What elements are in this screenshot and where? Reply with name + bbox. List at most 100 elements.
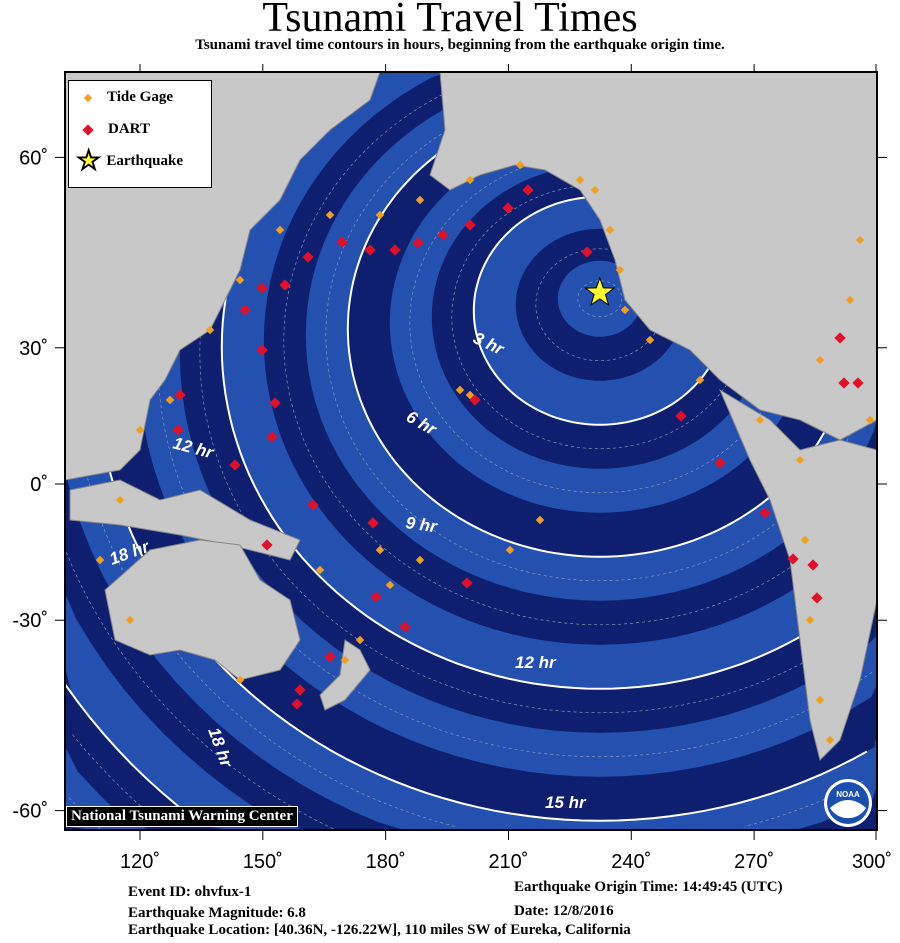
star-icon: ★ [76,146,101,175]
event-origin-time: Earthquake Origin Time: 14:49:45 (UTC) [514,879,783,895]
land-masses [65,72,877,761]
contour-half-hr [451,184,749,450]
dart-marker [364,244,376,256]
tide-gage-marker [375,545,385,555]
dart-marker [581,246,593,258]
tide-gage-marker [800,535,810,545]
dart-marker [437,229,449,241]
dart-marker [811,592,823,604]
earthquake-epicenter-star [584,276,616,307]
tide-gage-marker [825,735,835,745]
tide-gage-marker [465,390,475,400]
dart-marker [759,507,771,519]
tide-gage-marker [535,515,545,525]
tide-gage-marker [455,385,465,395]
lon-tick-label: 150˚ [243,851,283,873]
contour-half-hr [535,248,665,362]
dart-marker [461,577,473,589]
tide-gage-marker [645,335,655,345]
dart-marker [256,344,268,356]
land-north-america [429,72,877,441]
tide-gage-marker [325,210,335,220]
credit-label: National Tsunami Warning Center [66,806,298,827]
tide-gage-marker [815,695,825,705]
lat-tick-label: 0˚ [30,474,48,496]
lat-tick-label: 30˚ [19,338,48,360]
dart-marker [469,394,481,406]
dart-marker [399,621,411,633]
tide-gage-marker [415,555,425,565]
tide-gage-marker [135,425,145,435]
map-frame [64,71,878,831]
dart-marker [239,304,251,316]
tide-gage-marker [165,395,175,405]
dart-marker [294,684,306,696]
contour-half-hr [409,152,791,494]
dart-marker [172,424,184,436]
contour-label-15hr: 15 hr [545,793,587,812]
tide-gage-marker [115,495,125,505]
tide-gage-diamond-icon [83,93,93,102]
dart-marker [834,332,846,344]
dart-marker [838,377,850,389]
dart-marker [502,202,514,214]
tide-gage-marker [235,275,245,285]
legend-dart: DART [81,121,150,138]
dart-marker [787,553,799,565]
event-magnitude: Earthquake Magnitude: 6.8 [128,905,306,921]
noaa-logo: NOAA [824,779,872,827]
dart-marker [256,282,268,294]
dart-marker [261,539,273,551]
dart-marker [367,517,379,529]
dart-marker [522,184,534,196]
lon-tick-label: 210˚ [488,851,528,873]
dart-marker [464,219,476,231]
event-location: Earthquake Location: [40.36N, -126.22W],… [128,922,631,938]
dart-marker [412,237,424,249]
lat-tick-label: 60˚ [19,147,48,169]
contour-half-hr [577,280,623,318]
dart-marker [302,251,314,263]
tide-gage-marker [385,580,395,590]
lon-tick-label: 240˚ [611,851,651,873]
map-legend: Tide Gage DART ★ Earthquake [68,80,212,188]
dart-marker [279,279,291,291]
tide-gage-marker [340,655,350,665]
dart-marker [807,559,819,571]
land-central-south-america [718,388,877,761]
tide-gage-marker [505,545,515,555]
land-indonesia [69,479,301,561]
lat-tick-label: -60˚ [12,801,48,823]
lon-tick-label: 300˚ [852,851,892,873]
dart-marker [291,698,303,710]
tide-gage-marker [695,375,705,385]
tide-gage-marker [275,225,285,235]
dart-marker [675,410,687,422]
map-title: Tsunami Travel Times [262,0,638,41]
dart-marker [229,459,241,471]
event-date: Date: 12/8/2016 [514,903,614,919]
dart-marker [266,431,278,443]
lat-tick-label: -30˚ [12,610,48,632]
dart-marker [269,397,281,409]
dart-marker [336,236,348,248]
dart-marker [174,389,186,401]
legend-earthquake-label: Earthquake [106,152,183,169]
land-new-zealand [319,639,371,711]
contour-label-9hr: 9 hr [404,513,439,536]
tide-gage-marker [465,175,475,185]
legend-dart-label: DART [108,121,150,137]
tide-gage-marker [620,305,630,315]
dart-marker [714,457,726,469]
tide-gage-marker [805,615,815,625]
tide-gage-marker [355,635,365,645]
tide-gage-marker [755,415,765,425]
dart-diamond-icon [82,123,94,136]
noaa-logo-text: NOAA [836,790,860,799]
tide-gage-marker [415,195,425,205]
tide-gage-marker [795,455,805,465]
map-subtitle: Tsunami travel time contours in hours, b… [195,37,725,53]
tide-gage-marker [865,415,875,425]
tide-gage-marker [375,210,385,220]
